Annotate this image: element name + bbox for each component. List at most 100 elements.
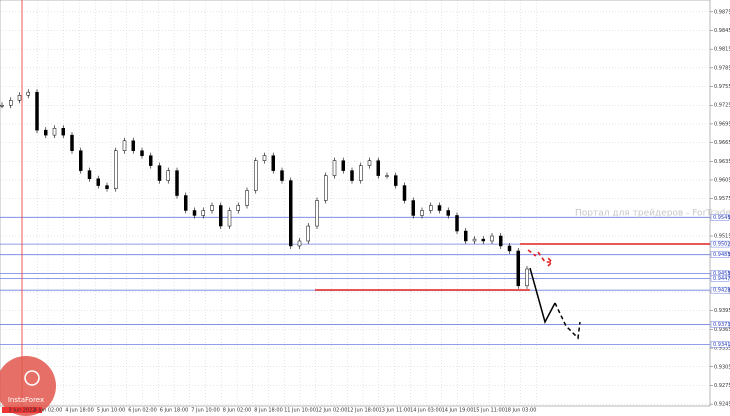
candle bbox=[140, 150, 144, 156]
candle bbox=[87, 170, 92, 179]
x-label-highlight bbox=[2, 407, 42, 413]
candle bbox=[52, 128, 57, 136]
candle bbox=[516, 250, 520, 287]
candle bbox=[9, 100, 13, 106]
x-tick-label: 12 Jun 18:00 bbox=[347, 408, 379, 414]
candle bbox=[184, 195, 188, 211]
candle bbox=[166, 170, 170, 181]
y-tick-label: 0.9515 bbox=[714, 234, 730, 240]
candle bbox=[455, 215, 459, 232]
candle bbox=[44, 129, 48, 136]
x-tick-label: 7 Jun 10:00 bbox=[191, 408, 220, 414]
y-tick-label: 0.9635 bbox=[714, 159, 730, 165]
candle bbox=[201, 210, 205, 216]
plot-area bbox=[0, 0, 711, 407]
candle bbox=[61, 128, 65, 136]
forecast-down bbox=[529, 267, 556, 325]
y-tick-label: 0.9305 bbox=[714, 364, 730, 370]
y-tick-label: 0.9395 bbox=[714, 308, 730, 314]
candle bbox=[385, 175, 389, 177]
candle bbox=[122, 140, 127, 151]
candle bbox=[437, 205, 442, 211]
candle bbox=[297, 240, 302, 247]
x-tick-label: 14 Jun 03:00 bbox=[410, 408, 442, 414]
candle bbox=[490, 235, 494, 242]
level-label: 0.9341 bbox=[713, 342, 730, 348]
candle bbox=[227, 210, 232, 227]
candle bbox=[359, 165, 363, 181]
level-label-box bbox=[710, 286, 730, 294]
candle bbox=[289, 180, 293, 247]
x-tick-label: 11 Jun 10:00 bbox=[284, 408, 316, 414]
y-tick-label: 0.9665 bbox=[714, 140, 730, 146]
candle bbox=[219, 205, 223, 227]
candle bbox=[254, 160, 258, 191]
candle bbox=[245, 190, 249, 206]
candle bbox=[394, 175, 398, 186]
y-tick-label: 0.9245 bbox=[714, 402, 730, 408]
candle bbox=[17, 95, 22, 101]
y-tick-label: 0.9755 bbox=[714, 84, 730, 90]
candles bbox=[0, 89, 529, 289]
candle bbox=[114, 150, 118, 189]
candle bbox=[105, 185, 109, 189]
x-tick-label: 4 Jun 02:00 bbox=[34, 408, 63, 414]
x-tick-label: 6 Jun 02:00 bbox=[128, 408, 157, 414]
candle bbox=[411, 200, 415, 216]
candle bbox=[26, 91, 30, 96]
candle bbox=[79, 150, 83, 171]
level-label: 0.9455 bbox=[713, 271, 730, 277]
level-label-box bbox=[710, 251, 730, 258]
level-label-box bbox=[710, 240, 730, 248]
y-tick-label: 0.9575 bbox=[714, 196, 730, 202]
x-tick-label: 12 Jun 02:00 bbox=[316, 408, 348, 414]
candle bbox=[236, 205, 240, 211]
x-tick-label: 15 Jun 11:00 bbox=[473, 408, 505, 414]
candle bbox=[271, 155, 275, 171]
candle bbox=[332, 160, 337, 176]
y-tick-label: 0.9335 bbox=[714, 346, 730, 352]
candle bbox=[472, 238, 477, 242]
y-tick-label: 0.9605 bbox=[714, 177, 730, 183]
logo-text: InstaForex bbox=[8, 396, 44, 404]
candle bbox=[499, 235, 503, 247]
candle bbox=[70, 134, 74, 151]
level-label: 0.9373 bbox=[713, 322, 730, 328]
level-label: 0.9502 bbox=[713, 242, 730, 248]
x-tick-label: 6 Jun 18:00 bbox=[160, 408, 189, 414]
candle bbox=[481, 238, 485, 242]
candle bbox=[192, 210, 197, 216]
candle bbox=[0, 104, 4, 107]
y-tick-label: 0.9695 bbox=[714, 121, 730, 127]
level-label: 0.9485 bbox=[713, 252, 730, 258]
axes: 0.9875 0.9845 0.9815 0.9785 0.9755 0.9725 0.96… bbox=[2, 9, 730, 414]
candle bbox=[315, 200, 319, 227]
x-tick-label: 18 Jun 03:00 bbox=[505, 408, 537, 414]
logo: InstaForex bbox=[0, 356, 56, 416]
x-tick-label: 4 Jun 18:00 bbox=[65, 408, 94, 414]
x-tick-label: 13 Jun 11:00 bbox=[379, 408, 411, 414]
candle bbox=[96, 178, 100, 186]
y-tick-label: 0.9725 bbox=[714, 103, 730, 109]
y-tick-label: 0.9785 bbox=[714, 65, 730, 71]
candle bbox=[402, 185, 407, 201]
y-tick-label: 0.9815 bbox=[714, 47, 730, 53]
candle bbox=[464, 230, 468, 242]
candle bbox=[280, 170, 284, 181]
forecast-down-dashed bbox=[554, 302, 581, 340]
candle bbox=[341, 160, 345, 171]
y-tick-label: 0.9275 bbox=[714, 383, 730, 389]
candle bbox=[429, 205, 433, 211]
level-label: 0.9428 bbox=[713, 288, 730, 294]
x-tick-label: 5 Jun 10:00 bbox=[97, 408, 126, 414]
level-label-box bbox=[710, 275, 730, 282]
candle bbox=[507, 245, 512, 252]
x-tick-label: 8 Jun 18:00 bbox=[254, 408, 283, 414]
candle bbox=[131, 140, 135, 151]
level-label-box bbox=[710, 214, 730, 221]
candle bbox=[157, 165, 162, 181]
watermark: Портал для трейдеров - ForTrader.org bbox=[575, 209, 730, 219]
candle bbox=[367, 160, 372, 166]
candle bbox=[35, 91, 39, 131]
